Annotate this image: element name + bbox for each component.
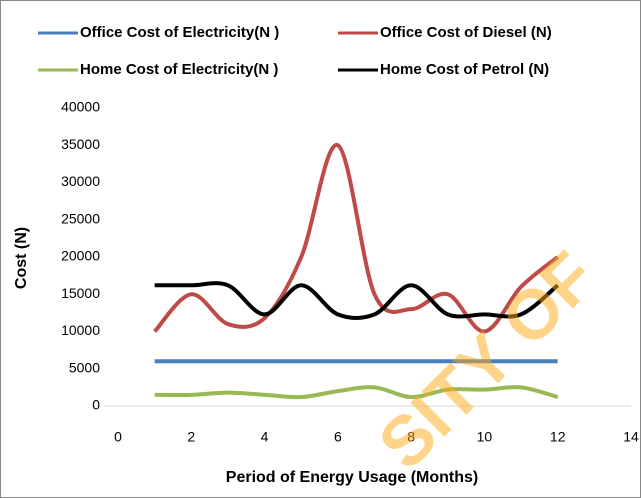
y-tick-label: 30000 [61, 173, 100, 189]
y-tick-label: 15000 [61, 285, 100, 301]
legend-label: Home Cost of Petrol (N) [380, 61, 549, 78]
x-tick-label: 4 [261, 429, 269, 445]
x-tick-label: 8 [407, 429, 415, 445]
legend-label: Home Cost of Electricity(N ) [80, 61, 278, 78]
x-tick-label: 10 [477, 429, 493, 445]
y-tick-label: 0 [92, 397, 100, 413]
y-tick-label: 5000 [69, 359, 100, 375]
y-tick-label: 20000 [61, 248, 100, 264]
series-line [154, 281, 560, 320]
y-tick-label: 10000 [61, 322, 100, 338]
x-tick-label: 6 [334, 429, 342, 445]
legend-label: Office Cost of Electricity(N ) [80, 24, 279, 41]
x-tick-label: 0 [114, 429, 122, 445]
y-tick-label: 25000 [61, 210, 100, 226]
y-tick-label: 35000 [61, 136, 100, 152]
legend-label: Office Cost of Diesel (N) [380, 24, 552, 41]
x-tick-label: 12 [550, 429, 566, 445]
series-line [154, 385, 559, 400]
x-tick-label: 2 [187, 429, 195, 445]
x-tick-label: 14 [623, 429, 639, 445]
y-tick-label: 40000 [61, 99, 100, 115]
series-line [153, 143, 559, 334]
x-axis-title: Period of Energy Usage (Months) [226, 469, 478, 486]
y-axis-title: Cost (N) [13, 227, 30, 289]
